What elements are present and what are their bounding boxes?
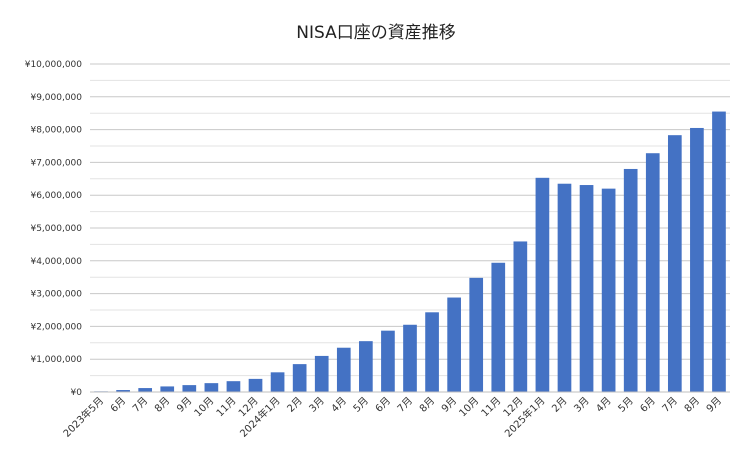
x-tick-label: 7月 (660, 395, 680, 415)
bar-24 (601, 188, 616, 392)
x-tick-label: 6月 (638, 395, 658, 415)
x-tick-label: 11月 (479, 395, 504, 420)
bar-15 (403, 324, 417, 392)
bar-28 (690, 127, 704, 393)
x-tick-label: 9月 (439, 395, 459, 415)
x-tick-label: 6月 (373, 395, 393, 415)
x-tick-label: 8月 (417, 395, 437, 415)
bar-29 (712, 111, 726, 392)
bar-14 (381, 330, 395, 392)
bar-18 (469, 277, 484, 392)
bar-21 (535, 177, 550, 392)
x-tick-label: 7月 (395, 395, 415, 415)
x-tick-label: 10月 (192, 395, 217, 420)
bar-26 (645, 153, 660, 392)
bar-19 (491, 262, 506, 392)
x-tick-label: 6月 (108, 395, 128, 415)
x-tick-label: 4月 (594, 395, 614, 415)
y-tick-label: ¥2,000,000 (30, 322, 82, 332)
bar-25 (623, 168, 638, 392)
x-tick-label: 9月 (174, 395, 194, 415)
chart-title: NISA口座の資産推移 (296, 23, 456, 43)
y-tick-label: ¥7,000,000 (30, 158, 82, 168)
y-tick-label: ¥5,000,000 (30, 224, 82, 234)
bar-27 (667, 135, 682, 392)
y-tick-label: ¥4,000,000 (30, 257, 82, 267)
x-tick-label: 2月 (550, 395, 570, 415)
bar-23 (579, 185, 594, 392)
y-tick-label: ¥1,000,000 (30, 355, 82, 365)
x-tick-label: 9月 (704, 395, 724, 415)
bar-9 (270, 372, 285, 392)
bar-7 (226, 381, 241, 392)
y-tick-label: ¥9,000,000 (30, 93, 82, 103)
x-tick-label: 4月 (329, 395, 349, 415)
y-tick-label: ¥8,000,000 (30, 126, 82, 136)
x-tick-label: 5月 (351, 395, 371, 415)
bar-5 (182, 385, 197, 392)
x-tick-label: 8月 (152, 395, 172, 415)
x-tick-label: 10月 (457, 395, 482, 420)
y-tick-label: ¥6,000,000 (30, 191, 82, 201)
bar-17 (447, 297, 461, 392)
x-tick-label: 2023年5月 (60, 394, 106, 440)
x-tick-label: 7月 (130, 395, 150, 415)
y-axis: ¥0 ¥1,000,000 ¥2,000,000 ¥3,000,000 ¥4,000,0… (25, 60, 83, 398)
x-tick-label: 8月 (682, 395, 702, 415)
bar-10 (292, 364, 307, 392)
x-tick-label: 2月 (285, 395, 305, 415)
bar-3 (138, 388, 153, 392)
bar-20 (513, 241, 528, 392)
y-tick-label: ¥3,000,000 (30, 290, 82, 300)
x-tick-label: 5月 (616, 395, 636, 415)
bar-8 (248, 378, 263, 392)
x-tick-label: 3月 (307, 395, 327, 415)
y-tick-label: ¥0 (71, 388, 83, 398)
x-tick-label: 3月 (572, 395, 592, 415)
bar-6 (204, 383, 219, 392)
bar-22 (557, 183, 572, 392)
x-tick-label: 11月 (214, 395, 239, 420)
bar-2 (116, 390, 130, 392)
bar-12 (336, 347, 351, 392)
bar-16 (425, 312, 439, 392)
bar-4 (160, 386, 175, 392)
bars (94, 111, 726, 393)
y-tick-label: ¥10,000,000 (25, 60, 83, 70)
bar-13 (359, 341, 373, 392)
bar-11 (314, 355, 329, 392)
